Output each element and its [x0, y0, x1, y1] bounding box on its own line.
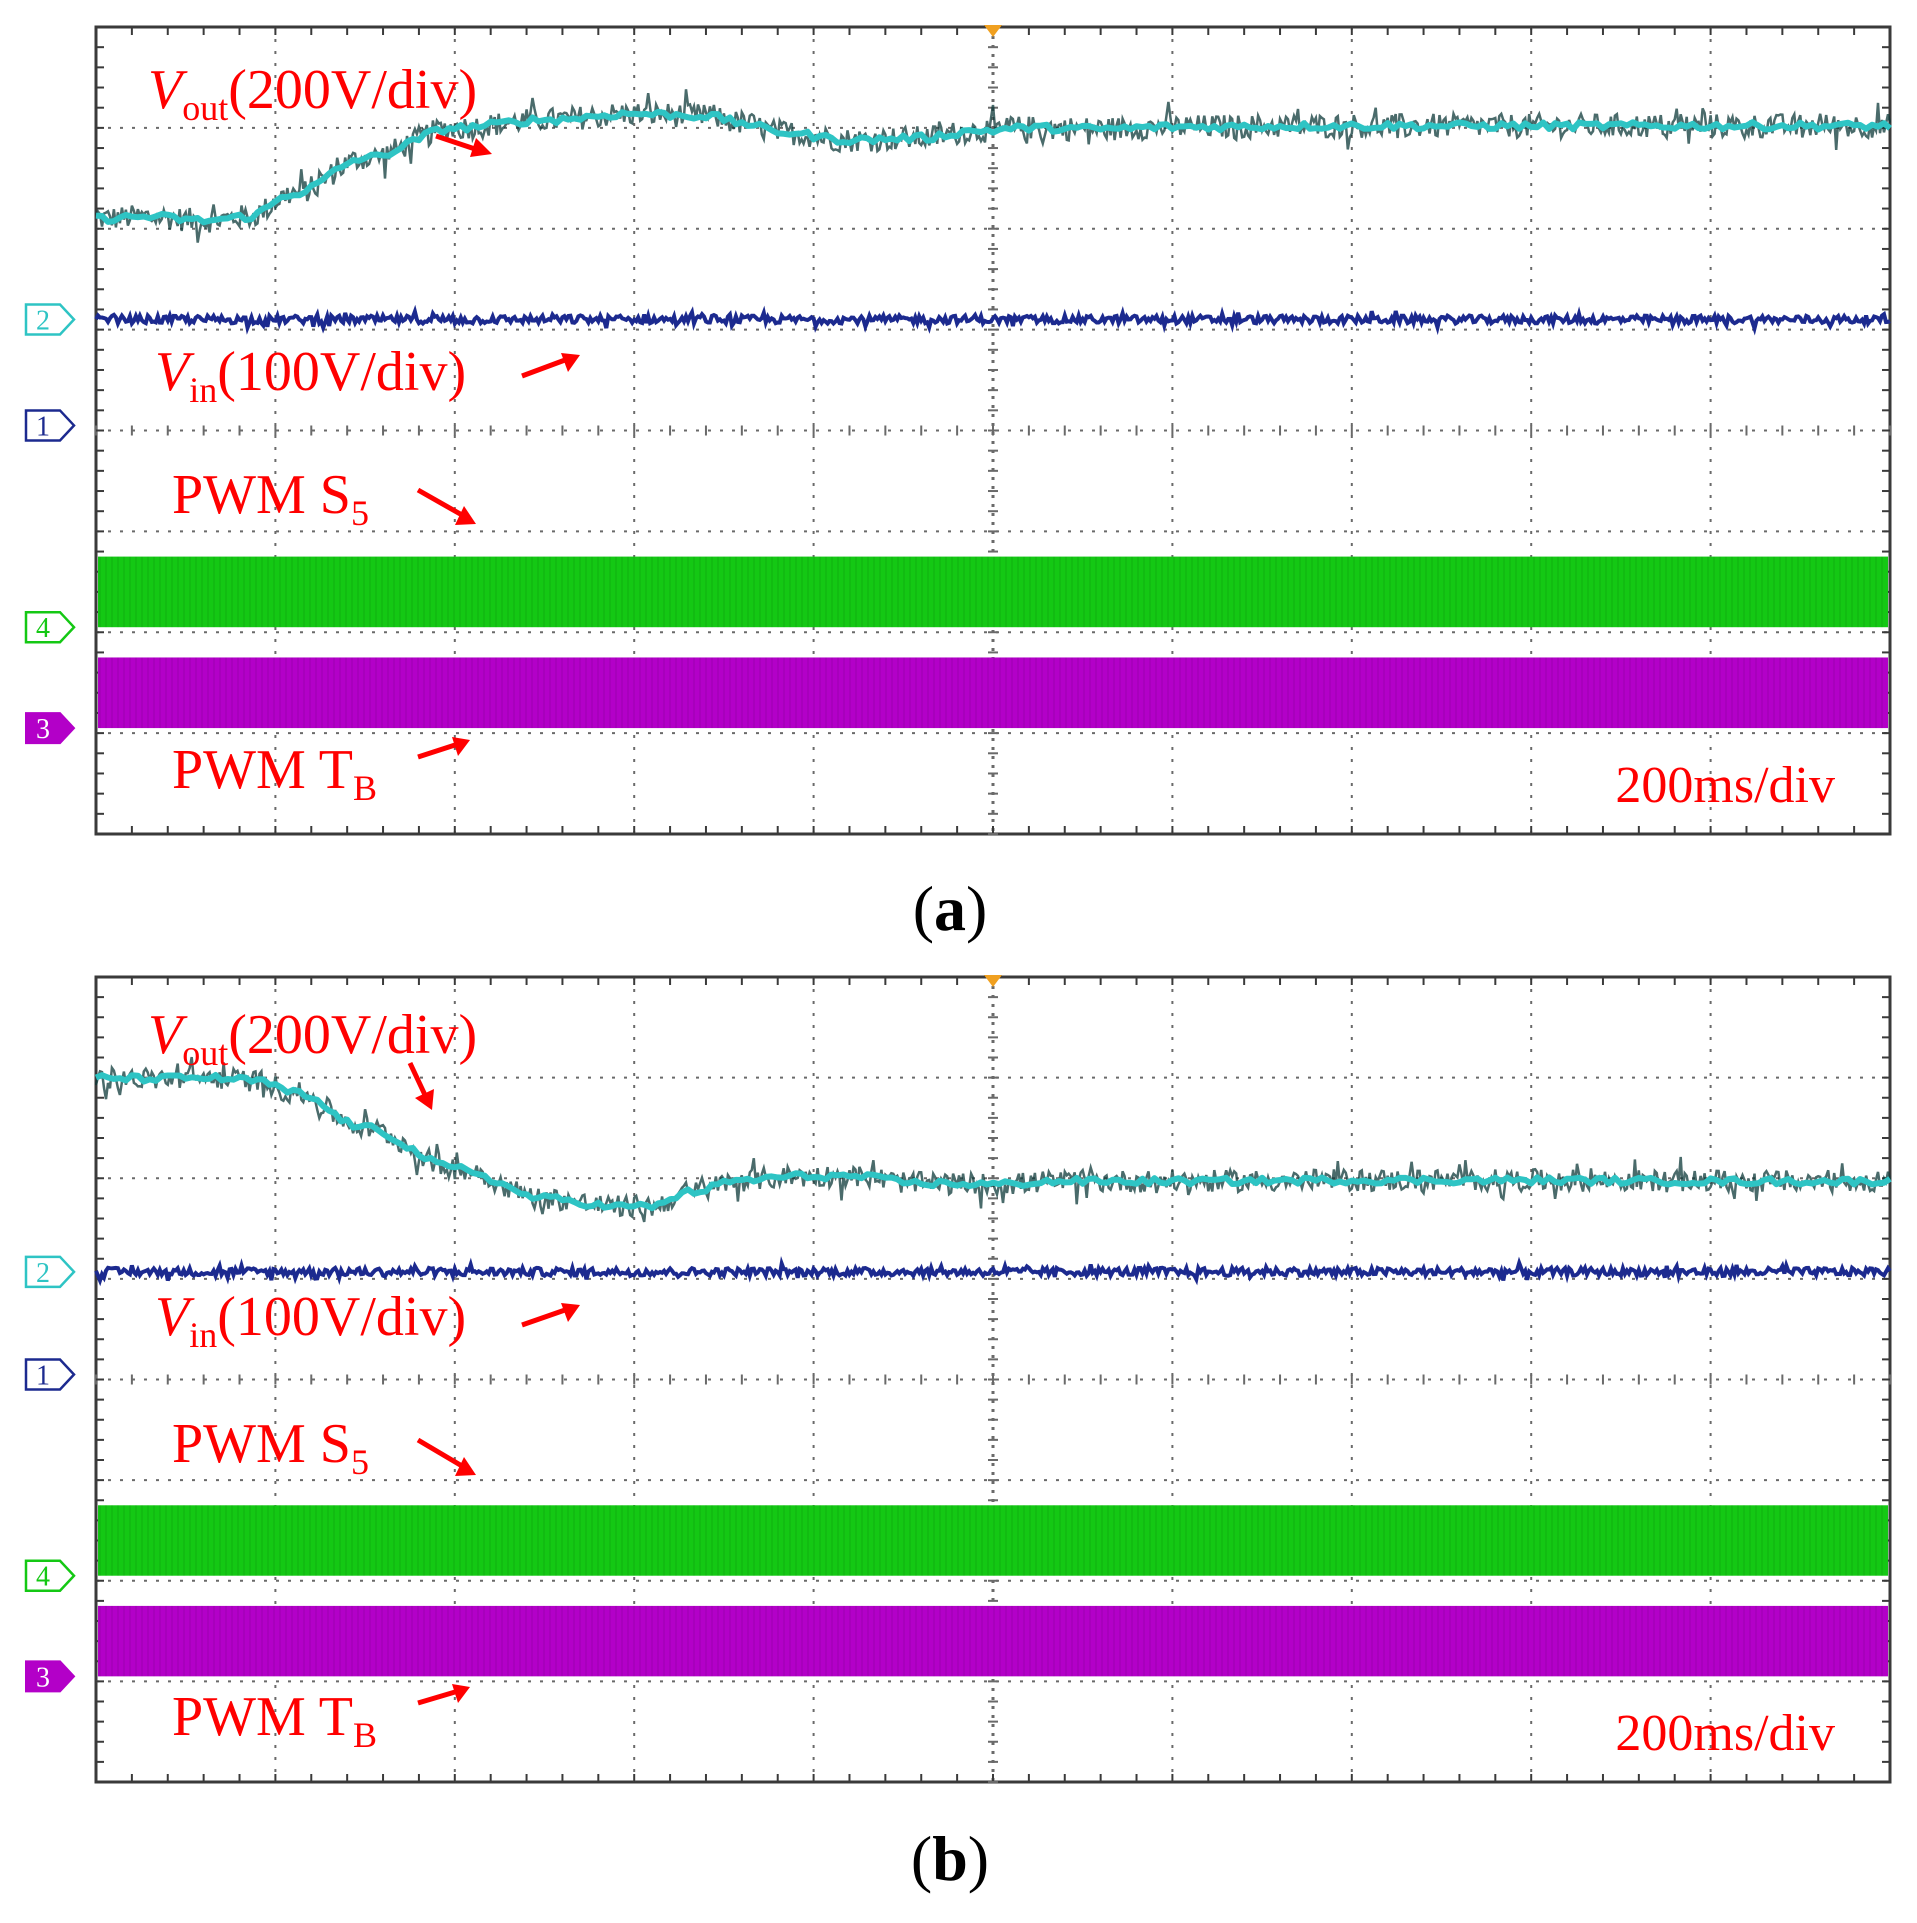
panel-b-pwm-s5-texture	[99, 1505, 1883, 1576]
panel-b-s5-arrow	[416, 1437, 476, 1476]
panel-a-pwm-s5-band	[98, 556, 1888, 628]
panel-a-channel-2-marker-label: 2	[36, 306, 50, 337]
panel-a-channel-markers: 2 1 4 3	[24, 303, 76, 745]
panel-a-vout-arrow	[435, 133, 492, 157]
panel-a-channel-1-marker-shape	[24, 409, 76, 442]
panel-a-s5-label: PWM S5	[172, 464, 369, 533]
panel-a-channel-4-marker-label: 4	[36, 613, 50, 644]
panel-a-tb-arrow	[417, 737, 470, 760]
panel-b-channel-3-marker-label: 3	[36, 1662, 50, 1693]
panel-b-s5-label: PWM S5	[172, 1413, 369, 1482]
panel-a: 2 1 4 3 Vout(200V/div) Vin(100V/div) PWM S5…	[24, 25, 1892, 944]
panel-b-channel-2-marker-shape	[24, 1255, 76, 1289]
panel-a-channel-3-marker-label: 3	[36, 714, 50, 745]
panel-a-channel-3-marker-shape	[25, 712, 76, 745]
panel-b-channel-4-marker-label: 4	[36, 1562, 50, 1593]
panel-b-vin-trace	[94, 1256, 1892, 1287]
panel-b-channel-1-marker-shape	[24, 1358, 76, 1391]
panel-a-vin-trace	[94, 304, 1891, 336]
panel-a-tb-label: PWM TB	[172, 739, 377, 808]
panel-b-channel-markers: 2 1 4 3	[24, 1255, 76, 1693]
panel-a-traces	[94, 89, 1892, 729]
panel-b-tb-arrow	[417, 1684, 470, 1706]
panel-b-pwm-tb-band	[98, 1605, 1888, 1677]
panel-a-channel-3-marker: 3	[25, 712, 76, 745]
panel-a-pwm-tb-band	[98, 657, 1888, 729]
panel-a-pwm-s5-texture	[99, 556, 1883, 628]
panel-b-vin-arrow	[521, 1303, 580, 1328]
panel-b: 2 1 4 3 Vout(200V/div) Vin(100V/div) PWM S5…	[24, 975, 1892, 1894]
panel-a-caption: (a)	[913, 873, 988, 944]
panel-a-vout-trace	[95, 108, 1892, 226]
panel-b-vout-trace	[94, 1072, 1892, 1212]
panel-b-caption: (b)	[911, 1823, 989, 1894]
panel-b-vout-label: Vout(200V/div)	[148, 1004, 477, 1073]
panel-b-channel-3-marker-shape	[25, 1660, 76, 1693]
panel-b-trigger-marker	[984, 975, 1002, 987]
panel-b-channel-4-marker: 4	[24, 1559, 76, 1593]
panel-b-vin-label: Vin(100V/div)	[155, 1286, 466, 1355]
panel-a-vout-label: Vout(200V/div)	[148, 59, 477, 128]
panel-b-timebase-label: 200ms/div	[1615, 1705, 1835, 1762]
panel-a-vout-noise	[94, 89, 1892, 243]
panel-b-channel-1-marker: 1	[24, 1358, 76, 1391]
panel-b-pwm-s5-band	[98, 1505, 1888, 1576]
panel-b-grid	[94, 975, 1892, 1784]
panel-a-channel-1-marker-label: 1	[36, 411, 50, 442]
panel-b-traces	[94, 1056, 1892, 1677]
panel-b-channel-2-marker-label: 2	[36, 1258, 50, 1289]
panel-b-channel-2-marker: 2	[24, 1255, 76, 1289]
panel-a-vin-label: Vin(100V/div)	[155, 341, 466, 410]
panel-a-channel-1-marker: 1	[24, 409, 76, 442]
panel-a-timebase-label: 200ms/div	[1615, 757, 1835, 814]
panel-a-s5-arrow	[416, 487, 476, 525]
panel-b-vout-arrow	[407, 1061, 434, 1110]
panel-a-pwm-tb-texture	[99, 657, 1883, 729]
panel-a-trigger-marker	[984, 25, 1002, 37]
panel-a-channel-4-marker: 4	[24, 610, 76, 644]
panel-a-channel-2-marker-shape	[24, 303, 76, 336]
panel-a-channel-2-marker: 2	[24, 303, 76, 337]
panel-a-channel-4-marker-shape	[24, 610, 76, 644]
panel-b-pwm-tb-texture	[99, 1605, 1883, 1677]
panel-a-vin-arrow	[521, 353, 580, 379]
panel-b-channel-4-marker-shape	[24, 1559, 76, 1592]
panel-b-channel-3-marker: 3	[25, 1660, 76, 1693]
panel-b-channel-1-marker-label: 1	[36, 1360, 50, 1391]
panel-b-tb-label: PWM TB	[172, 1686, 377, 1755]
